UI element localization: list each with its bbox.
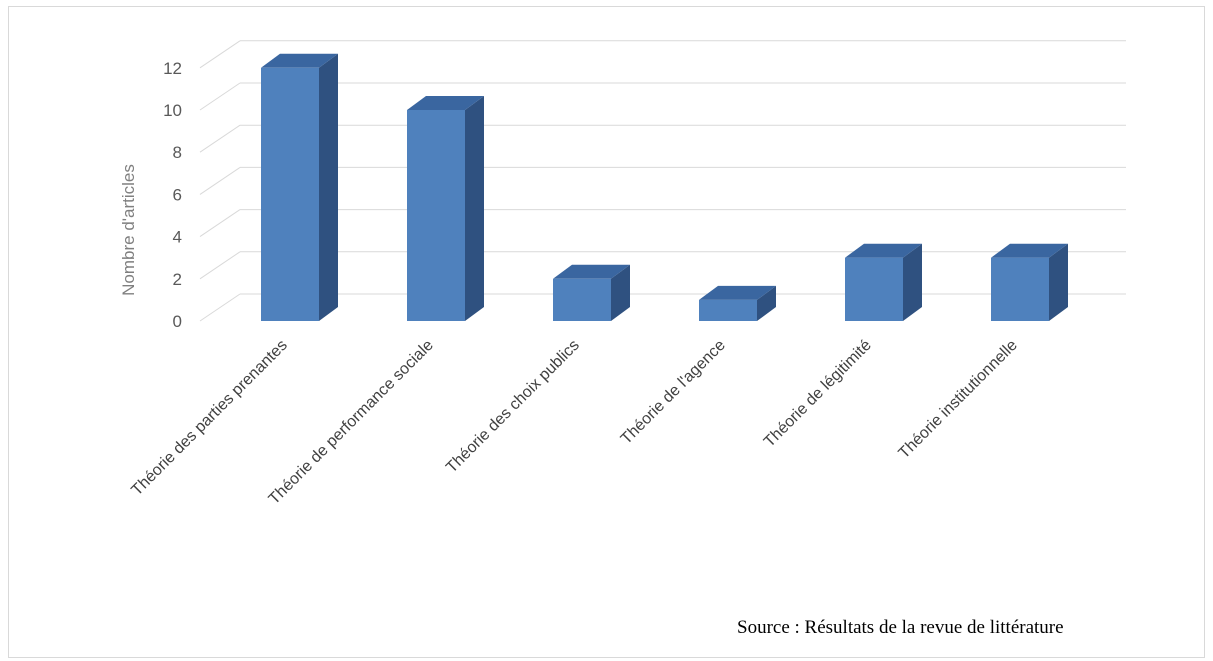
gridline-side	[200, 210, 240, 237]
y-axis-title: Nombre d'articles	[119, 164, 138, 296]
x-tick-label: Théorie de légitimité	[761, 337, 875, 451]
bar	[699, 286, 776, 321]
y-tick-label: 2	[173, 270, 182, 289]
bar-front	[553, 279, 611, 321]
x-tick-label: Théorie de l'agence	[618, 337, 729, 448]
x-tick-label: Théorie des choix publics	[443, 337, 583, 477]
bar	[991, 244, 1068, 321]
gridline-side	[200, 167, 240, 194]
y-tick-label: 12	[163, 59, 182, 78]
gridline-side	[200, 294, 240, 321]
bar	[553, 265, 630, 321]
bar	[407, 96, 484, 321]
y-tick-label: 0	[173, 312, 182, 331]
y-tick-label: 10	[163, 101, 182, 120]
gridlines	[200, 41, 1126, 321]
gridline-side	[200, 41, 240, 68]
y-axis-ticks: 0 2 4 6 8 10 12	[163, 59, 182, 331]
bar-side	[319, 54, 338, 321]
bar-front	[261, 68, 319, 321]
bar-front	[845, 258, 903, 321]
y-tick-label: 8	[173, 143, 182, 162]
x-tick-label: Théorie de performance sociale	[266, 337, 437, 508]
bar	[261, 54, 338, 321]
x-tick-label: Théorie institutionnelle	[896, 337, 1021, 462]
gridline-side	[200, 125, 240, 152]
bars	[261, 54, 1068, 321]
bar	[845, 244, 922, 321]
bar-front	[699, 300, 757, 321]
y-tick-label: 6	[173, 185, 182, 204]
y-tick-label: 4	[173, 228, 182, 247]
x-tick-label: Théorie des parties prenantes	[128, 337, 290, 499]
bar-side	[465, 96, 484, 321]
bar-front	[407, 110, 465, 321]
gridline-side	[200, 83, 240, 110]
gridline-side	[200, 252, 240, 279]
bar-front	[991, 258, 1049, 321]
source-note: Source : Résultats de la revue de littér…	[737, 617, 1064, 639]
